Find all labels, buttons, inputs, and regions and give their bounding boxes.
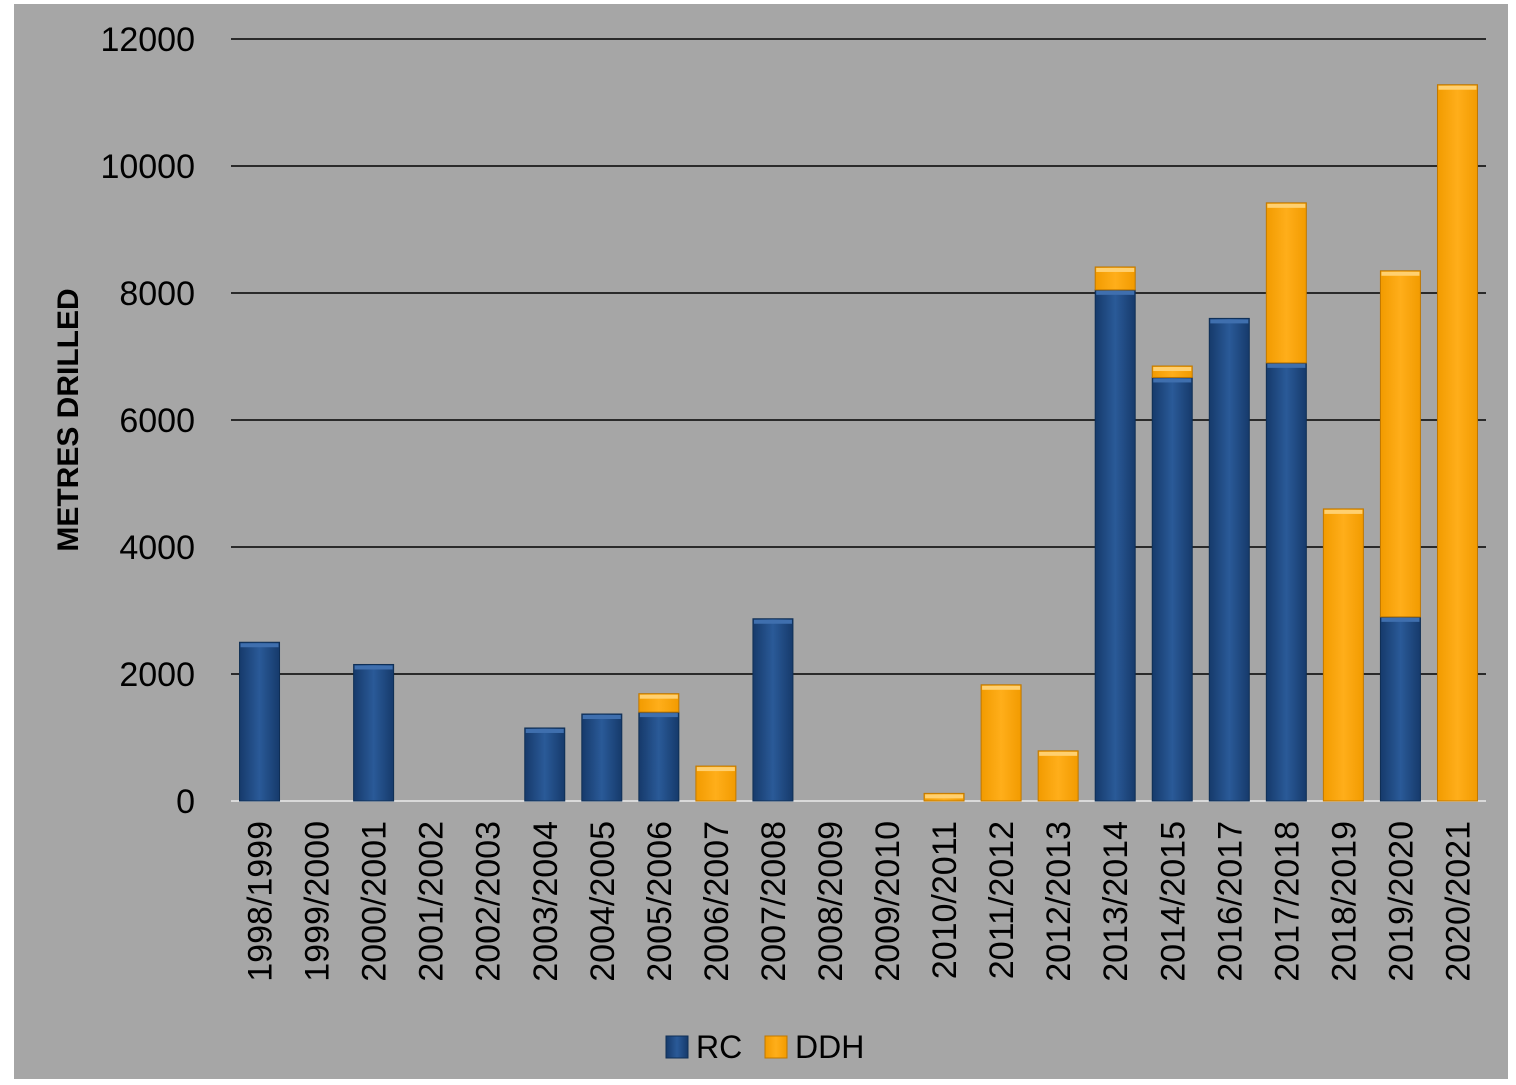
x-tick-label: 1999/2000 (299, 821, 337, 982)
bar-ddh-2013-2014 (1094, 266, 1136, 291)
legend-swatch-ddh (764, 1035, 788, 1059)
x-tick-label: 2008/2009 (812, 821, 850, 982)
x-tick-label: 2001/2002 (413, 821, 451, 982)
x-axis-ticks: 1998/1999 1999/2000 2000/2001 2001/2002 2002… (242, 821, 1478, 982)
bar-highlight (582, 715, 621, 720)
bar-highlight (639, 694, 678, 699)
y-tick-label: 12000 (100, 21, 195, 59)
x-tick-label: 2002/2003 (470, 821, 508, 982)
bar-rc-2016-2017 (1208, 317, 1250, 802)
x-tick-label: 2006/2007 (698, 821, 736, 982)
x-tick-label: 2009/2010 (869, 821, 907, 982)
bar-highlight (240, 643, 279, 648)
bar-rc-2000-2001 (353, 663, 395, 802)
bar-highlight (1153, 378, 1192, 383)
bar-highlight (1381, 617, 1420, 622)
chart-area (14, 4, 1508, 1079)
bar-rc-1998-1999 (239, 641, 281, 802)
bar-highlight (639, 713, 678, 718)
bar-ddh-2018-2019 (1322, 508, 1364, 802)
bar-highlight (982, 685, 1021, 690)
bar-highlight (1324, 509, 1363, 514)
x-tick-label: 2012/2013 (1040, 821, 1078, 982)
x-tick-label: 2019/2020 (1382, 821, 1420, 982)
y-tick-label: 4000 (119, 529, 195, 567)
bar-ddh-2020-2021 (1436, 84, 1478, 802)
gridlines (231, 38, 1486, 802)
x-tick-label: 2007/2008 (755, 821, 793, 982)
legend-label-ddh: DDH (795, 1029, 864, 1065)
bar-highlight (1039, 751, 1078, 756)
x-tick-label: 2000/2001 (356, 821, 394, 982)
x-tick-label: 2011/2012 (983, 821, 1021, 979)
x-tick-label: 2005/2006 (641, 821, 679, 982)
x-tick-label: 2014/2015 (1154, 821, 1192, 982)
bar-highlight (1096, 267, 1135, 272)
y-tick-label: 2000 (119, 656, 195, 694)
x-tick-label: 2018/2019 (1325, 821, 1363, 982)
y-tick-label: 0 (176, 783, 195, 821)
y-tick-label: 6000 (119, 402, 195, 440)
bars (239, 84, 1478, 802)
legend: RC DDH (665, 1029, 864, 1065)
bar-highlight (753, 619, 792, 624)
bar-highlight (1096, 290, 1135, 295)
bar-highlight (354, 665, 393, 670)
x-tick-label: 2016/2017 (1211, 821, 1249, 982)
bar-ddh-2017-2018 (1265, 202, 1307, 364)
bar-highlight (525, 728, 564, 733)
x-tick-label: 2003/2004 (527, 821, 565, 982)
bar-rc-2014-2015 (1151, 376, 1193, 802)
bar-highlight (925, 794, 964, 799)
x-tick-label: 2013/2014 (1097, 821, 1135, 982)
bar-highlight (1267, 363, 1306, 368)
y-axis-ticks: 0 2000 4000 6000 8000 10000 12000 (100, 21, 195, 821)
x-tick-label: 2004/2005 (584, 821, 622, 982)
y-axis-title: METRES DRILLED (52, 288, 85, 551)
bar-ddh-2011-2012 (980, 684, 1022, 802)
x-tick-label: 2017/2018 (1268, 821, 1306, 982)
y-tick-label: 10000 (100, 148, 195, 186)
bar-rc-2017-2018 (1265, 362, 1307, 802)
bar-highlight (1153, 367, 1192, 372)
bar-highlight (1381, 271, 1420, 276)
bar-highlight (696, 767, 735, 772)
bar-rc-2013-2014 (1094, 289, 1136, 802)
bar-rc-2005-2006 (638, 711, 680, 802)
bar-rc-2007-2008 (752, 618, 794, 802)
x-tick-label: 2020/2021 (1439, 821, 1477, 982)
y-tick-label: 8000 (119, 275, 195, 313)
legend-label-rc: RC (696, 1029, 742, 1065)
x-tick-label: 1998/1999 (242, 821, 280, 982)
bar-ddh-2019-2020 (1379, 270, 1421, 618)
bar-rc-2019-2020 (1379, 616, 1421, 802)
x-tick-label: 2010/2011 (926, 821, 964, 979)
bar-ddh-2006-2007 (695, 765, 737, 802)
bar-rc-2004-2005 (581, 713, 623, 802)
legend-swatch-rc (665, 1035, 689, 1059)
bar-highlight (1267, 203, 1306, 208)
bar-highlight (1438, 85, 1477, 90)
bar-ddh-2014-2015 (1151, 365, 1193, 378)
bar-highlight (1210, 319, 1249, 324)
bar-rc-2003-2004 (524, 727, 566, 802)
bar-ddh-2012-2013 (1037, 750, 1079, 802)
